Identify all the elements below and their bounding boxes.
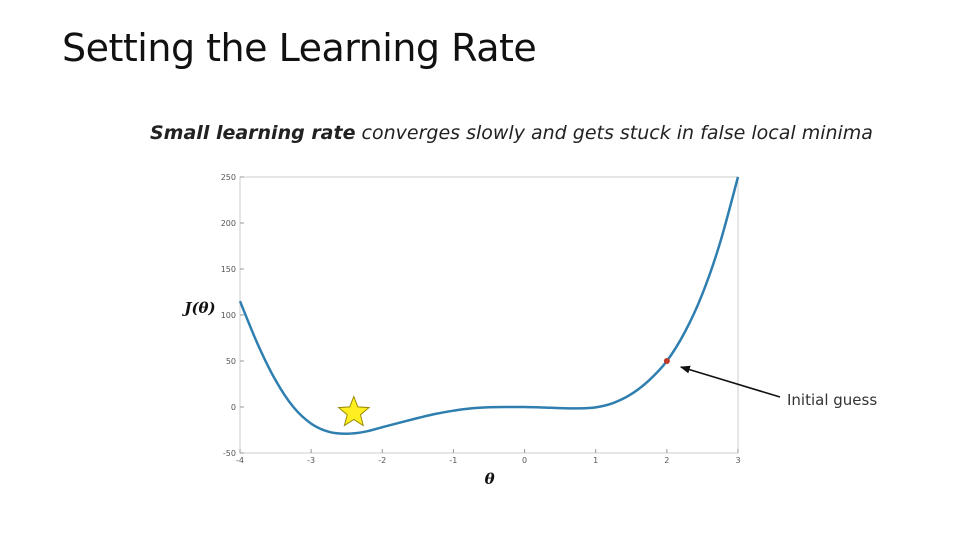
x-tick-label: -2: [378, 456, 386, 465]
y-tick-label: 0: [231, 403, 236, 412]
y-axis-label: J(θ): [181, 299, 215, 317]
x-tick-label: 0: [522, 456, 527, 465]
x-tick-label: -1: [449, 456, 457, 465]
slide-subtitle: Small learning rate converges slowly and…: [150, 122, 873, 144]
global-minimum-star-icon: [337, 395, 371, 427]
y-tick-label: 50: [226, 357, 236, 366]
y-axis-ticks: -50 0 50 100 150 200 250: [221, 173, 244, 458]
x-tick-label: 1: [593, 456, 598, 465]
x-axis-ticks: -4 -3 -2 -1 0 1 2 3: [236, 449, 741, 465]
x-tick-label: 2: [664, 456, 669, 465]
x-tick-label: 3: [735, 456, 740, 465]
subtitle-emphasis: Small learning rate: [150, 122, 356, 144]
subtitle-text: converges slowly and gets stuck in false…: [355, 122, 873, 144]
initial-guess-point: [663, 358, 670, 364]
x-axis-label: θ: [485, 470, 495, 488]
annotation-arrow: [679, 365, 781, 398]
slide-title: Setting the Learning Rate: [62, 26, 537, 70]
y-tick-label: 200: [221, 219, 236, 228]
plot-frame: [239, 176, 739, 454]
y-tick-label: 250: [221, 173, 236, 182]
y-tick-label: 150: [221, 265, 236, 274]
initial-guess-label: Initial guess: [787, 391, 877, 409]
x-tick-label: -4: [236, 456, 244, 465]
y-tick-label: 100: [221, 311, 236, 320]
y-tick-label: -50: [223, 449, 236, 458]
x-tick-label: -3: [307, 456, 315, 465]
cost-curve-line: [238, 176, 740, 435]
